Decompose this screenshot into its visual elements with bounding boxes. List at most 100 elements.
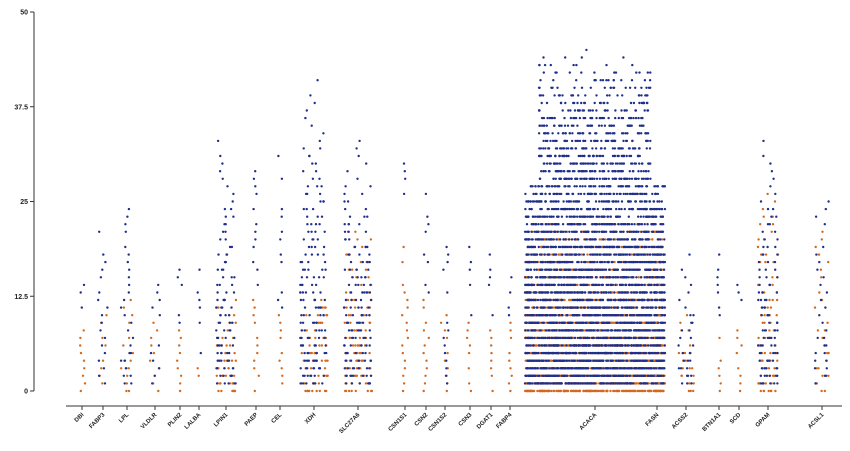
data-point — [580, 321, 584, 324]
data-point — [563, 298, 566, 302]
data-point — [307, 351, 310, 355]
point-group-csn2 — [422, 192, 430, 393]
data-point — [534, 344, 538, 347]
data-point — [313, 351, 316, 355]
data-point — [279, 336, 282, 340]
data-point — [609, 351, 613, 355]
data-point — [648, 389, 651, 393]
data-point — [228, 344, 232, 347]
data-point — [537, 314, 541, 317]
data-point — [572, 374, 575, 377]
data-point — [322, 253, 325, 256]
data-point — [148, 359, 152, 362]
data-point — [632, 314, 635, 317]
data-point — [126, 374, 129, 377]
data-point — [439, 321, 443, 324]
data-point — [315, 329, 318, 332]
data-point — [321, 382, 324, 385]
data-point — [309, 367, 313, 370]
data-point — [218, 283, 221, 287]
data-point — [317, 374, 320, 377]
data-point — [487, 283, 491, 287]
data-point — [660, 374, 663, 377]
data-point — [122, 374, 126, 377]
data-point — [223, 329, 226, 332]
data-point — [509, 329, 512, 332]
data-point — [224, 238, 227, 241]
data-point — [589, 329, 592, 332]
data-point — [256, 283, 259, 287]
data-point — [221, 177, 224, 180]
data-point — [633, 351, 637, 355]
data-point — [345, 314, 348, 317]
data-point — [354, 298, 358, 302]
data-point — [651, 238, 654, 241]
data-point — [229, 207, 233, 211]
data-point — [582, 336, 586, 340]
data-point — [354, 283, 357, 287]
data-point — [348, 238, 351, 241]
data-point — [546, 389, 549, 393]
data-point — [232, 291, 236, 294]
data-point — [445, 359, 448, 362]
data-point — [364, 268, 368, 271]
data-point — [349, 260, 353, 264]
data-point — [541, 374, 544, 377]
data-point — [158, 298, 161, 302]
data-point — [348, 336, 351, 340]
data-point — [343, 192, 346, 196]
data-point — [233, 336, 236, 340]
data-point — [216, 291, 219, 294]
data-point — [233, 276, 236, 279]
data-point — [489, 367, 493, 370]
data-point — [320, 215, 324, 218]
data-point — [362, 283, 366, 287]
data-point — [304, 192, 308, 196]
data-point — [604, 344, 607, 347]
data-point — [568, 382, 571, 385]
data-point — [442, 268, 445, 271]
data-point — [660, 238, 664, 241]
data-point — [359, 298, 363, 302]
data-point — [302, 147, 305, 150]
data-point — [305, 207, 308, 211]
data-point — [423, 344, 426, 347]
data-point — [222, 268, 225, 271]
x-tick-label: BTN1A1 — [702, 412, 723, 433]
data-point — [531, 321, 535, 324]
data-point — [610, 367, 614, 370]
data-point — [535, 367, 539, 370]
data-point — [355, 321, 359, 324]
data-point — [538, 351, 541, 355]
data-point — [359, 329, 362, 332]
data-point — [344, 185, 347, 188]
data-point — [178, 389, 182, 393]
data-point — [581, 344, 584, 347]
data-point — [639, 321, 643, 324]
data-point — [312, 291, 315, 294]
data-point — [178, 268, 181, 271]
data-point — [662, 382, 665, 385]
data-point — [635, 359, 639, 362]
data-point — [610, 306, 613, 309]
data-point — [615, 314, 618, 317]
data-point — [302, 207, 305, 211]
data-point — [223, 298, 226, 302]
data-point — [620, 382, 623, 385]
data-point — [314, 162, 317, 165]
data-point — [550, 374, 553, 377]
data-point — [509, 291, 512, 294]
data-point — [344, 359, 347, 362]
data-point — [276, 298, 280, 302]
data-point — [663, 314, 667, 317]
data-point — [573, 336, 577, 340]
data-point — [508, 351, 511, 355]
data-point — [604, 336, 607, 340]
data-point — [507, 306, 510, 309]
data-point — [313, 245, 317, 249]
data-point — [217, 306, 220, 309]
x-tick-label: CEL — [271, 412, 284, 425]
data-point — [314, 223, 318, 226]
point-group-dgat1 — [487, 253, 494, 393]
data-point — [590, 389, 593, 393]
